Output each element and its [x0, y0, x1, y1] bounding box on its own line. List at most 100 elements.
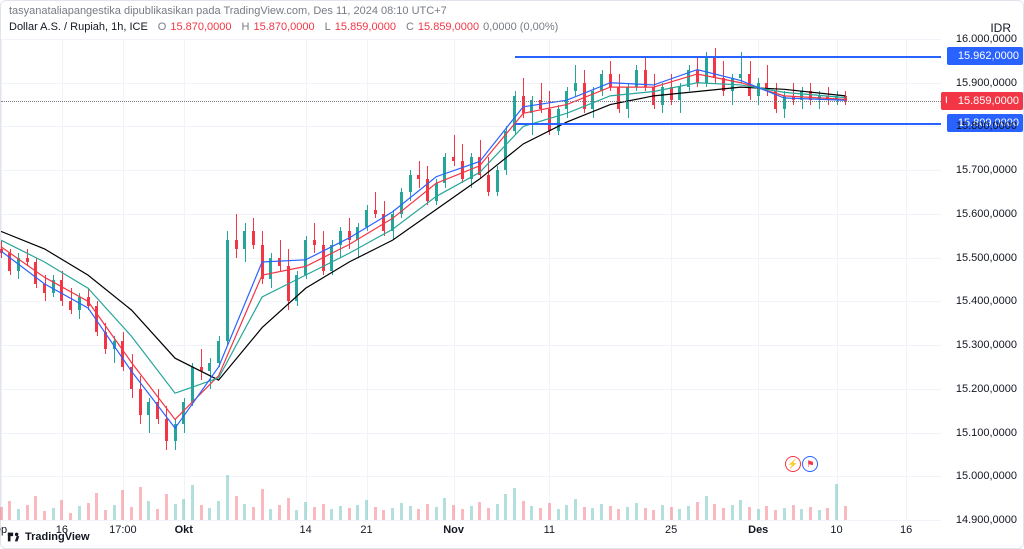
candle: [104, 332, 107, 349]
y-tick: 14.900,0000: [956, 514, 1017, 526]
volume-bar: [182, 499, 185, 520]
candle: [670, 87, 673, 100]
x-tick: Des: [748, 524, 768, 536]
horizontal-line[interactable]: [515, 123, 941, 125]
event-icon[interactable]: ⚡: [785, 456, 801, 472]
volume-bar: [739, 500, 742, 520]
y-tick: 15.800,0000: [956, 120, 1017, 132]
candle: [374, 210, 377, 214]
volume-bar: [800, 509, 803, 520]
low-value: 15.859,0000: [335, 21, 396, 33]
volume-bar: [191, 485, 194, 520]
y-tick: 15.300,0000: [956, 339, 1017, 351]
volume-bar: [617, 509, 620, 520]
candle: [687, 70, 690, 87]
candle: [287, 266, 290, 301]
volume-bar: [583, 507, 586, 520]
candle: [809, 91, 812, 100]
x-axis[interactable]: ep1617:00Okt1421Nov1125Des1016: [1, 524, 941, 540]
x-tick: Okt: [175, 524, 193, 536]
tradingview-logo-icon: [7, 530, 21, 544]
volume-bar: [783, 508, 786, 520]
candle: [417, 175, 420, 179]
candle: [644, 70, 647, 87]
volume-bar: [591, 508, 594, 520]
candle: [617, 87, 620, 109]
volume-bar: [121, 490, 124, 520]
volume-bar: [548, 503, 551, 520]
volume-bar: [226, 475, 229, 520]
candle: [348, 231, 351, 240]
volume-bar: [470, 506, 473, 520]
horizontal-line[interactable]: [515, 56, 941, 58]
volume-bar: [496, 504, 499, 520]
candle: [443, 157, 446, 183]
volume-bar: [313, 507, 316, 520]
event-icon[interactable]: ⚑: [802, 456, 818, 472]
volume-bar: [356, 505, 359, 520]
volume-bar: [487, 508, 490, 520]
candle: [583, 83, 586, 109]
volume-bar: [0, 507, 3, 520]
volume-bar: [252, 507, 255, 520]
volume-bar: [52, 508, 55, 520]
volume-bar: [774, 510, 777, 520]
volume-bar: [17, 509, 20, 520]
publish-info: tasyanataliapangestika dipublikasikan pa…: [9, 5, 447, 17]
last-price-line: [1, 101, 941, 102]
volume-bar: [217, 501, 220, 520]
volume-bar: [426, 504, 429, 520]
candle: [87, 297, 90, 306]
candle: [678, 87, 681, 100]
candle: [313, 240, 316, 244]
x-tick: 11: [544, 524, 555, 536]
open-value: 15.870,0000: [170, 21, 231, 33]
candle: [113, 341, 116, 350]
candle: [261, 245, 264, 280]
volume-bar: [156, 509, 159, 520]
candle: [765, 83, 768, 92]
candle: [722, 78, 725, 91]
volume-bar: [574, 499, 577, 520]
pair-title[interactable]: Dollar A.S. / Rupiah, 1h, ICE: [9, 21, 148, 33]
candle: [661, 87, 664, 104]
candle: [339, 231, 342, 244]
volume-bar: [26, 505, 29, 520]
volume-bar: [661, 505, 664, 520]
candle: [139, 389, 142, 415]
candle: [43, 284, 46, 293]
volume-bar: [557, 509, 560, 520]
close-label: C: [406, 21, 414, 33]
candle: [409, 175, 412, 192]
volume-bar: [200, 505, 203, 520]
candle: [269, 258, 272, 280]
volume-bar: [287, 498, 290, 521]
y-tick: 15.600,0000: [956, 208, 1017, 220]
candle: [504, 131, 507, 170]
volume-bar: [705, 496, 708, 520]
candle: [792, 96, 795, 100]
chart-plot[interactable]: 15.962,000015.809,0000USDIDR15.859,0000⚡…: [1, 39, 941, 520]
volume-bar: [835, 484, 838, 520]
volume-bar: [522, 501, 525, 520]
volume-bar: [95, 493, 98, 520]
high-label: H: [242, 21, 250, 33]
candle: [182, 402, 185, 424]
volume-bar: [174, 504, 177, 520]
candle: [800, 91, 803, 100]
candle: [330, 245, 333, 271]
volume-bar: [530, 506, 533, 520]
volume-bar: [243, 504, 246, 520]
candle: [400, 192, 403, 214]
close-value: 15.859,0000: [418, 21, 479, 33]
x-tick: 14: [300, 524, 312, 536]
volume-bar: [565, 505, 568, 520]
y-axis[interactable]: 16.000,000015.900,000015.800,000015.700,…: [941, 39, 1023, 520]
volume-bar: [235, 496, 238, 520]
volume-bar: [513, 488, 516, 520]
volume-bar: [43, 511, 46, 520]
candle: [17, 258, 20, 271]
candle: [635, 70, 638, 87]
volume-bar: [348, 508, 351, 520]
volume-bar: [435, 507, 438, 520]
